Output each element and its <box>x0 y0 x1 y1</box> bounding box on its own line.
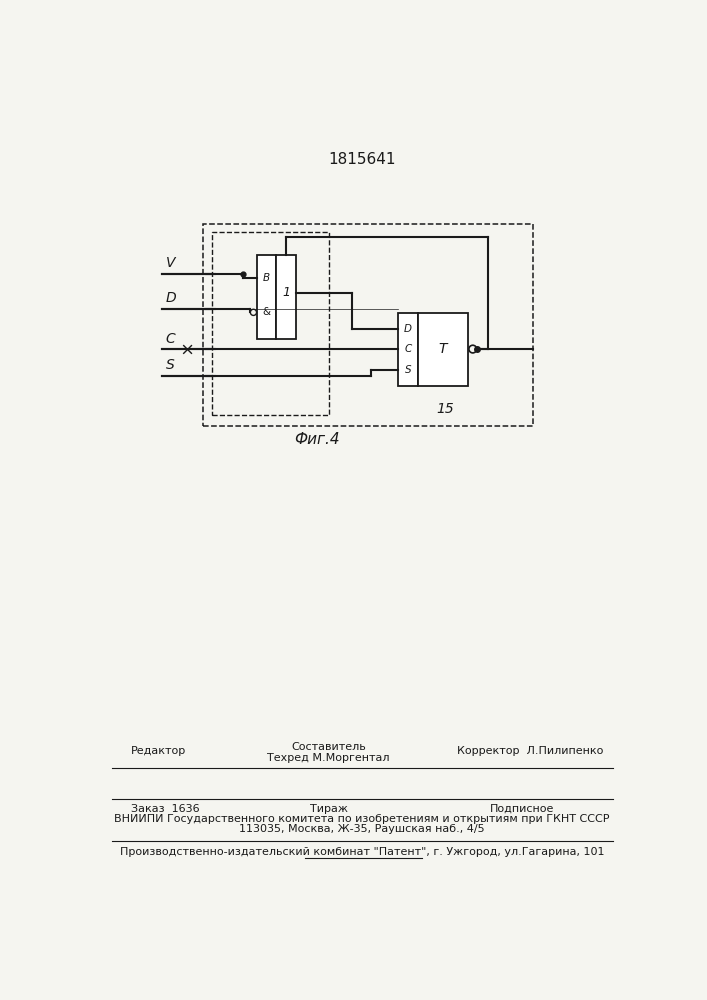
Text: B: B <box>263 273 270 283</box>
Bar <box>212 232 329 415</box>
Bar <box>418 312 468 386</box>
Text: &: & <box>262 307 271 317</box>
Text: D: D <box>404 324 412 334</box>
Text: V: V <box>166 256 175 270</box>
Text: C: C <box>166 332 175 346</box>
Bar <box>276 255 296 339</box>
Text: C: C <box>404 344 411 354</box>
Text: Заказ  1636: Заказ 1636 <box>131 804 199 814</box>
Text: S: S <box>166 358 175 372</box>
Text: ВНИИПИ Государственного комитета по изобретениям и открытиям при ГКНТ СССР: ВНИИПИ Государственного комитета по изоб… <box>115 814 609 824</box>
Text: S: S <box>404 365 411 375</box>
Text: Производственно-издательский комбинат "Патент", г. Ужгород, ул.Гагарина, 101: Производственно-издательский комбинат "П… <box>119 847 604 857</box>
Text: 1815641: 1815641 <box>328 152 396 167</box>
Text: 113035, Москва, Ж-35, Раушская наб., 4/5: 113035, Москва, Ж-35, Раушская наб., 4/5 <box>239 824 485 834</box>
Text: Тираж: Тираж <box>310 804 348 814</box>
Text: Фиг.4: Фиг.4 <box>294 432 340 447</box>
Text: 1: 1 <box>282 286 290 299</box>
Text: T: T <box>438 342 448 356</box>
Bar <box>203 224 533 426</box>
Text: Техред М.Моргентал: Техред М.Моргентал <box>267 753 390 763</box>
Text: Редактор: Редактор <box>131 746 186 756</box>
Text: D: D <box>166 291 177 305</box>
Bar <box>398 312 418 386</box>
Text: 15: 15 <box>436 402 454 416</box>
Text: Составитель: Составитель <box>291 742 366 752</box>
Text: Подписное: Подписное <box>490 804 554 814</box>
Text: Корректор  Л.Пилипенко: Корректор Л.Пилипенко <box>457 746 603 756</box>
Bar <box>257 255 276 339</box>
